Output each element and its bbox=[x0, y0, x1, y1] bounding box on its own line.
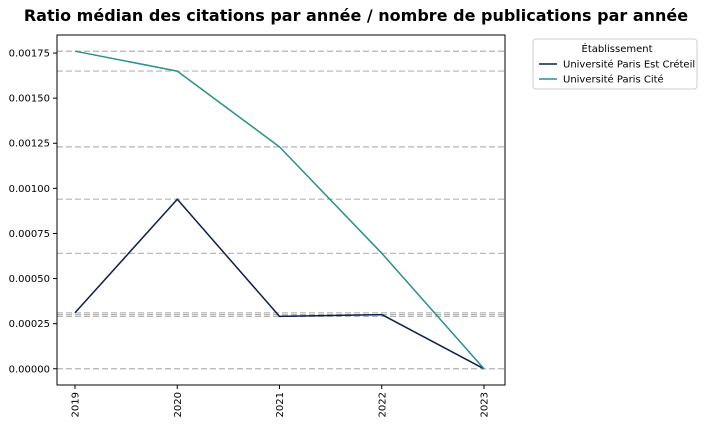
y-tick-label: 0.00150 bbox=[9, 94, 50, 105]
plot-frame bbox=[56, 34, 506, 386]
series-line bbox=[74, 50, 485, 370]
x-tick-label: 2020 bbox=[173, 392, 184, 417]
y-tick-label: 0.00175 bbox=[9, 49, 50, 60]
x-tick-label: 2019 bbox=[71, 392, 82, 417]
series-layer bbox=[74, 50, 485, 370]
legend-title: Établissement bbox=[582, 42, 653, 55]
x-tick-label: 2022 bbox=[377, 392, 388, 417]
series-line bbox=[74, 198, 485, 370]
x-axis: 2019 2020 2021 2022 2023 bbox=[71, 385, 491, 417]
x-tick-label: 2021 bbox=[275, 392, 286, 417]
legend: Établissement Université Paris Est Créte… bbox=[532, 38, 698, 90]
y-tick-label: 0.00125 bbox=[9, 139, 50, 150]
legend-box bbox=[532, 38, 698, 90]
x-tick-label: 2023 bbox=[480, 392, 491, 417]
y-tick-label: 0.00075 bbox=[9, 229, 50, 240]
y-tick-label: 0.00050 bbox=[9, 274, 50, 285]
chart-title: Ratio médian des citations par année / n… bbox=[24, 6, 688, 25]
y-tick-label: 0.00025 bbox=[9, 319, 50, 330]
y-tick-label: 0.00100 bbox=[9, 184, 50, 195]
y-axis: 0.00000 0.00025 0.00050 0.00075 0.00100 0.001… bbox=[9, 49, 57, 375]
legend-items: Université Paris Est Créteil Université P… bbox=[539, 59, 695, 86]
legend-label: Université Paris Cité bbox=[563, 74, 664, 86]
legend-label: Université Paris Est Créteil bbox=[563, 59, 695, 71]
gridlines bbox=[57, 50, 505, 370]
y-tick-label: 0.00000 bbox=[9, 364, 50, 375]
